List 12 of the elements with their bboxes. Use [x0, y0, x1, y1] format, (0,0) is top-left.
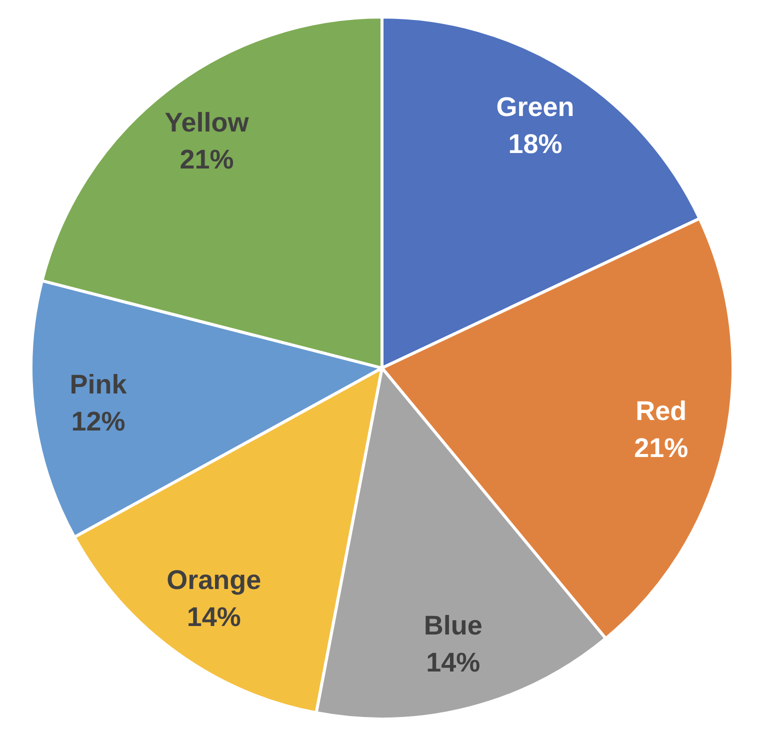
data-label: 21% [634, 432, 688, 463]
slice-label: Green [496, 92, 574, 122]
data-label: 21% [180, 144, 234, 175]
slice-label: Yellow [164, 108, 250, 138]
data-label: 14% [186, 602, 241, 632]
slice-label: Pink [70, 369, 128, 400]
data-label: 14% [426, 648, 480, 678]
slice-label: Blue [424, 610, 482, 641]
data-label: 12% [71, 406, 126, 436]
slice-label: Red [636, 396, 687, 426]
slice-label: Orange [166, 564, 262, 595]
data-label: 18% [508, 129, 562, 160]
